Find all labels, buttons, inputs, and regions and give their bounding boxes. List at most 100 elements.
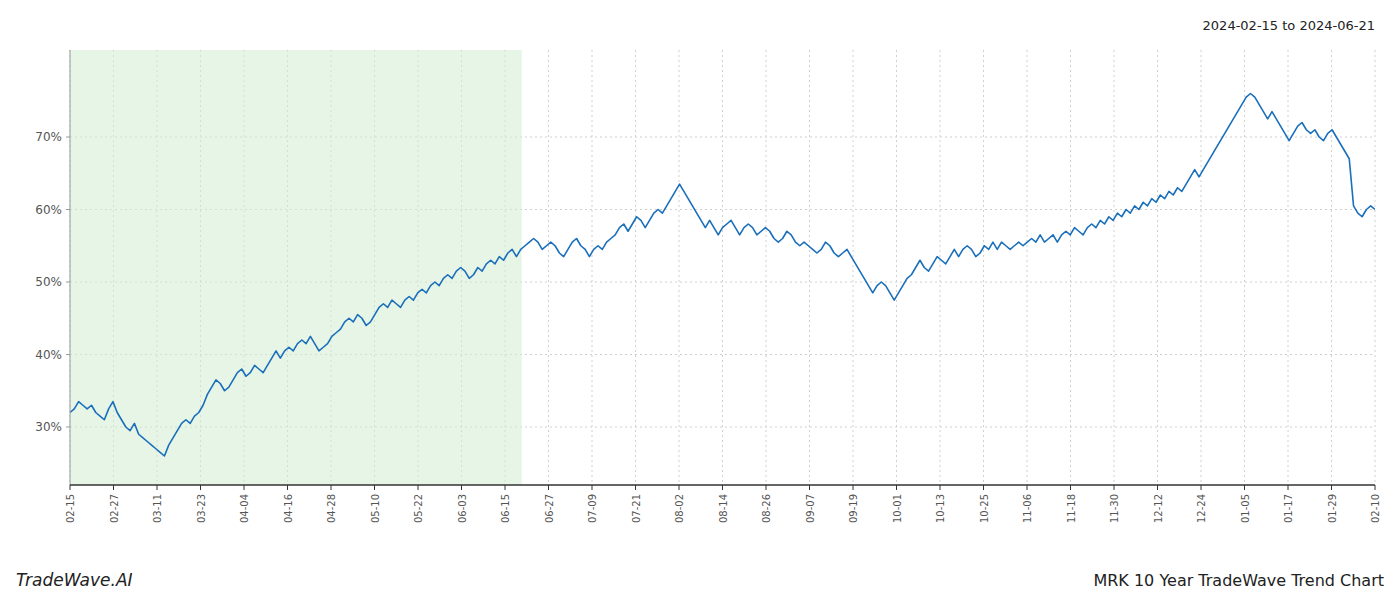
x-tick-label: 04-28: [326, 494, 337, 523]
x-tick: [635, 485, 636, 490]
x-tick-label: 04-16: [283, 494, 294, 523]
grid-line-x: [1244, 50, 1245, 485]
grid-line-x: [679, 50, 680, 485]
title: MRK 10 Year TradeWave Trend Chart: [1093, 571, 1384, 590]
x-tick: [1375, 485, 1376, 490]
y-tick: [66, 354, 70, 355]
y-tick-label: 40%: [35, 348, 62, 362]
chart: 30% 40% 50% 60% 70% 02-15 02-27 03-11 03-23 04-04…: [0, 0, 1400, 600]
x-tick-label: 01-05: [1240, 494, 1251, 523]
x-tick-label: 07-21: [631, 494, 642, 523]
y-tick: [66, 282, 70, 283]
x-tick: [505, 485, 506, 490]
subtitle: 2024-02-15 to 2024-06-21: [1203, 18, 1375, 33]
x-tick-label: 01-17: [1283, 494, 1294, 523]
grid-line-x: [548, 50, 549, 485]
x-tick-label: 04-04: [239, 494, 250, 523]
x-tick: [722, 485, 723, 490]
x-tick-label: 10-25: [979, 494, 990, 523]
line: [70, 94, 1375, 457]
grid-line-x: [1157, 50, 1158, 485]
grid-line-x: [1201, 50, 1202, 485]
x-tick: [374, 485, 375, 490]
grid-line-x: [766, 50, 767, 485]
x-tick: [940, 485, 941, 490]
x-tick: [592, 485, 593, 490]
grid-line-x: [809, 50, 810, 485]
x-tick-label: 10-01: [892, 494, 903, 523]
x-tick: [896, 485, 897, 490]
x-tick: [983, 485, 984, 490]
y-tick-label: 70%: [35, 130, 62, 144]
axes: 30% 40% 50% 60% 70% 02-15 02-27 03-11 03-23 04-04…: [35, 50, 1381, 523]
grid-line-x: [896, 50, 897, 485]
x-tick-label: 12-12: [1153, 494, 1164, 523]
grid-line-x: [1375, 50, 1376, 485]
x-tick: [461, 485, 462, 490]
x-tick-label: 01-29: [1327, 494, 1338, 523]
annotation: TradeWave.AI: [16, 570, 133, 590]
x-tick-label: 02-27: [109, 494, 120, 523]
x-tick: [1027, 485, 1028, 490]
x-tick: [200, 485, 201, 490]
x-tick: [1114, 485, 1115, 490]
x-tick-label: 03-11: [152, 494, 163, 523]
x-tick: [157, 485, 158, 490]
grid-line-x: [1027, 50, 1028, 485]
grid-line-x: [940, 50, 941, 485]
shaded-region: [70, 50, 522, 485]
x-tick: [331, 485, 332, 490]
x-tick-label: 08-14: [718, 494, 729, 523]
y-tick-label: 50%: [35, 275, 62, 289]
x-tick-label: 11-30: [1109, 494, 1120, 523]
grid: [70, 50, 1375, 485]
y-tick-label: 30%: [35, 420, 62, 434]
x-tick-label: 12-24: [1196, 494, 1207, 523]
x-tick: [766, 485, 767, 490]
x-tick-label: 11-18: [1066, 494, 1077, 523]
x-tick: [853, 485, 854, 490]
x-tick-label: 03-23: [196, 494, 207, 523]
x-tick: [244, 485, 245, 490]
grid-line-x: [1114, 50, 1115, 485]
x-tick-label: 02-10: [1370, 494, 1381, 523]
grid-line-x: [635, 50, 636, 485]
x-tick: [70, 485, 71, 490]
grid-line-x: [853, 50, 854, 485]
grid-line-x: [70, 50, 71, 485]
plot-area: [70, 50, 1375, 485]
x-tick: [1070, 485, 1071, 490]
x-tick: [548, 485, 549, 490]
grid-line-x: [983, 50, 984, 485]
x-tick-label: 06-03: [457, 494, 468, 523]
x-tick: [1331, 485, 1332, 490]
grid-line-x: [1288, 50, 1289, 485]
x-tick: [1288, 485, 1289, 490]
x-tick-label: 08-26: [761, 494, 772, 523]
y-axis-line: [70, 50, 71, 485]
x-tick: [418, 485, 419, 490]
x-tick-label: 05-10: [370, 494, 381, 523]
x-tick-label: 09-07: [805, 494, 816, 523]
x-tick: [809, 485, 810, 490]
y-tick: [66, 209, 70, 210]
y-tick: [66, 137, 70, 138]
x-tick: [679, 485, 680, 490]
y-tick-label: 60%: [35, 203, 62, 217]
x-tick-label: 07-09: [587, 494, 598, 523]
x-tick-label: 06-27: [544, 494, 555, 523]
x-tick-label: 02-15: [65, 494, 76, 523]
x-tick-label: 06-15: [500, 494, 511, 523]
x-tick-label: 05-22: [413, 494, 424, 523]
x-tick-label: 11-06: [1022, 494, 1033, 523]
background: [0, 0, 1400, 600]
x-tick: [1157, 485, 1158, 490]
grid-line-x: [1070, 50, 1071, 485]
grid-line-x: [1331, 50, 1332, 485]
x-tick: [287, 485, 288, 490]
y-tick: [66, 427, 70, 428]
x-tick-label: 09-19: [848, 494, 859, 523]
x-tick: [1201, 485, 1202, 490]
x-tick-label: 10-13: [935, 494, 946, 523]
x-tick: [113, 485, 114, 490]
